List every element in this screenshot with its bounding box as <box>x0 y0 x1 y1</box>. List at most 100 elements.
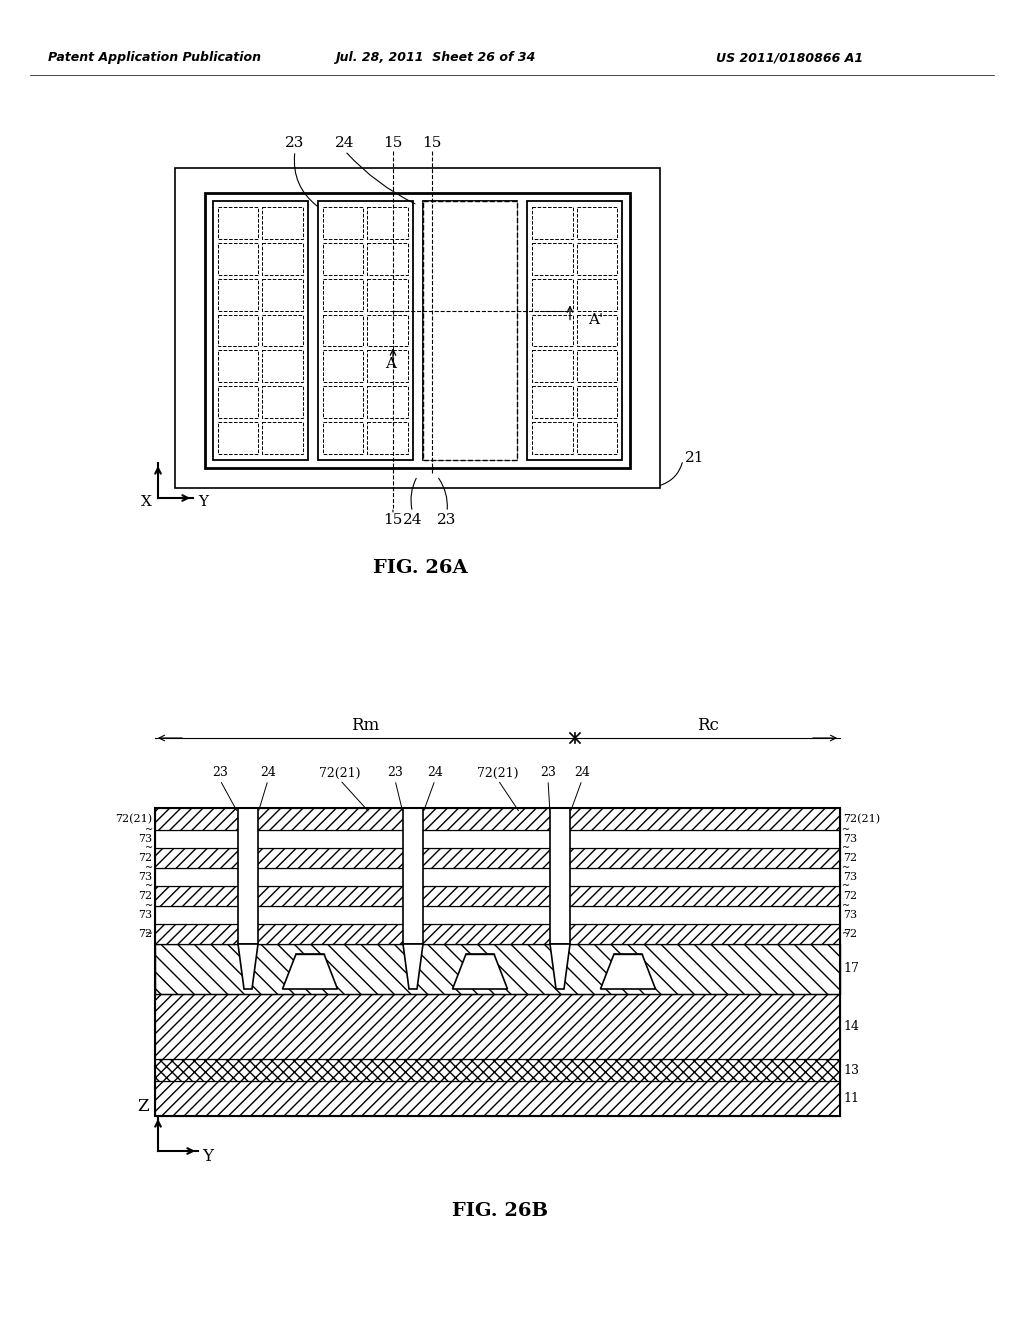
Text: 72(21): 72(21) <box>477 767 519 780</box>
Bar <box>218 350 258 383</box>
Bar <box>262 422 303 454</box>
Text: ~: ~ <box>144 929 153 939</box>
Bar <box>368 207 408 239</box>
Text: ~: ~ <box>144 863 153 873</box>
Bar <box>423 201 517 459</box>
Bar <box>423 201 517 459</box>
Bar <box>472 279 512 310</box>
Text: 21: 21 <box>685 451 705 465</box>
Bar <box>317 201 413 459</box>
Bar <box>262 279 303 310</box>
Text: 73: 73 <box>843 909 857 920</box>
Bar <box>238 808 258 944</box>
Text: 72(21): 72(21) <box>843 814 880 824</box>
Text: 23: 23 <box>286 136 305 150</box>
Bar <box>218 207 258 239</box>
Text: A: A <box>385 356 396 371</box>
Bar <box>472 243 512 275</box>
Bar <box>577 314 617 346</box>
Bar <box>155 924 840 944</box>
Bar <box>427 422 468 454</box>
Bar <box>323 279 364 310</box>
Bar <box>213 201 308 459</box>
Text: 24: 24 <box>335 136 354 150</box>
Text: FIG. 26B: FIG. 26B <box>452 1203 548 1220</box>
Bar <box>472 207 512 239</box>
Bar <box>427 387 468 418</box>
Text: ~: ~ <box>842 902 850 911</box>
Text: FIG. 26A: FIG. 26A <box>373 558 467 577</box>
Polygon shape <box>453 954 508 989</box>
Bar <box>262 314 303 346</box>
Bar <box>472 314 512 346</box>
Bar <box>155 944 840 994</box>
Bar <box>323 422 364 454</box>
Bar <box>205 193 630 469</box>
Text: 72: 72 <box>138 929 152 939</box>
Text: 72: 72 <box>138 891 152 902</box>
Text: US 2011/0180866 A1: US 2011/0180866 A1 <box>717 51 863 65</box>
Bar <box>262 243 303 275</box>
Bar <box>577 243 617 275</box>
Bar <box>427 243 468 275</box>
Bar <box>155 830 840 847</box>
Text: 72: 72 <box>843 891 857 902</box>
Bar <box>532 422 572 454</box>
Text: ~: ~ <box>842 825 850 836</box>
Bar <box>577 279 617 310</box>
Bar <box>323 207 364 239</box>
Text: 24: 24 <box>574 767 590 780</box>
Bar <box>155 808 840 830</box>
Text: 23: 23 <box>540 767 556 780</box>
Text: Jul. 28, 2011  Sheet 26 of 34: Jul. 28, 2011 Sheet 26 of 34 <box>335 51 536 65</box>
Text: Rm: Rm <box>351 718 379 734</box>
Bar <box>368 243 408 275</box>
Bar <box>218 387 258 418</box>
Text: 72: 72 <box>843 929 857 939</box>
Text: 72(21): 72(21) <box>115 814 152 824</box>
Bar <box>218 279 258 310</box>
Bar <box>155 869 840 886</box>
Bar <box>427 314 468 346</box>
Bar <box>577 350 617 383</box>
Bar <box>323 243 364 275</box>
Bar <box>472 350 512 383</box>
Text: 15: 15 <box>383 136 402 150</box>
Text: 72: 72 <box>138 853 152 863</box>
Text: 72(21): 72(21) <box>319 767 360 780</box>
Bar <box>155 808 840 1115</box>
Bar <box>155 1081 840 1115</box>
Polygon shape <box>283 954 338 989</box>
Bar <box>403 808 423 944</box>
Bar <box>262 207 303 239</box>
Text: ~: ~ <box>144 825 153 836</box>
Text: 15: 15 <box>383 513 402 527</box>
Text: 72: 72 <box>843 853 857 863</box>
Bar <box>368 387 408 418</box>
Bar <box>218 243 258 275</box>
Bar <box>155 994 840 1059</box>
Text: ~: ~ <box>144 843 153 853</box>
Text: 73: 73 <box>843 873 857 882</box>
Bar <box>155 847 840 869</box>
Bar <box>323 350 364 383</box>
Bar <box>427 279 468 310</box>
Bar <box>532 387 572 418</box>
Bar <box>262 387 303 418</box>
Bar <box>368 314 408 346</box>
Text: 24: 24 <box>402 513 422 527</box>
Text: 17: 17 <box>843 962 859 975</box>
Bar <box>577 387 617 418</box>
Text: Y: Y <box>198 495 208 510</box>
Text: ~: ~ <box>842 929 850 939</box>
Text: X: X <box>140 495 152 510</box>
Text: Y: Y <box>203 1148 213 1166</box>
Polygon shape <box>403 944 423 989</box>
Text: 73: 73 <box>138 834 152 843</box>
Text: 23: 23 <box>387 767 402 780</box>
Text: 23: 23 <box>212 767 228 780</box>
Bar <box>368 279 408 310</box>
Bar <box>577 422 617 454</box>
Text: 23: 23 <box>437 513 457 527</box>
Text: 73: 73 <box>138 873 152 882</box>
